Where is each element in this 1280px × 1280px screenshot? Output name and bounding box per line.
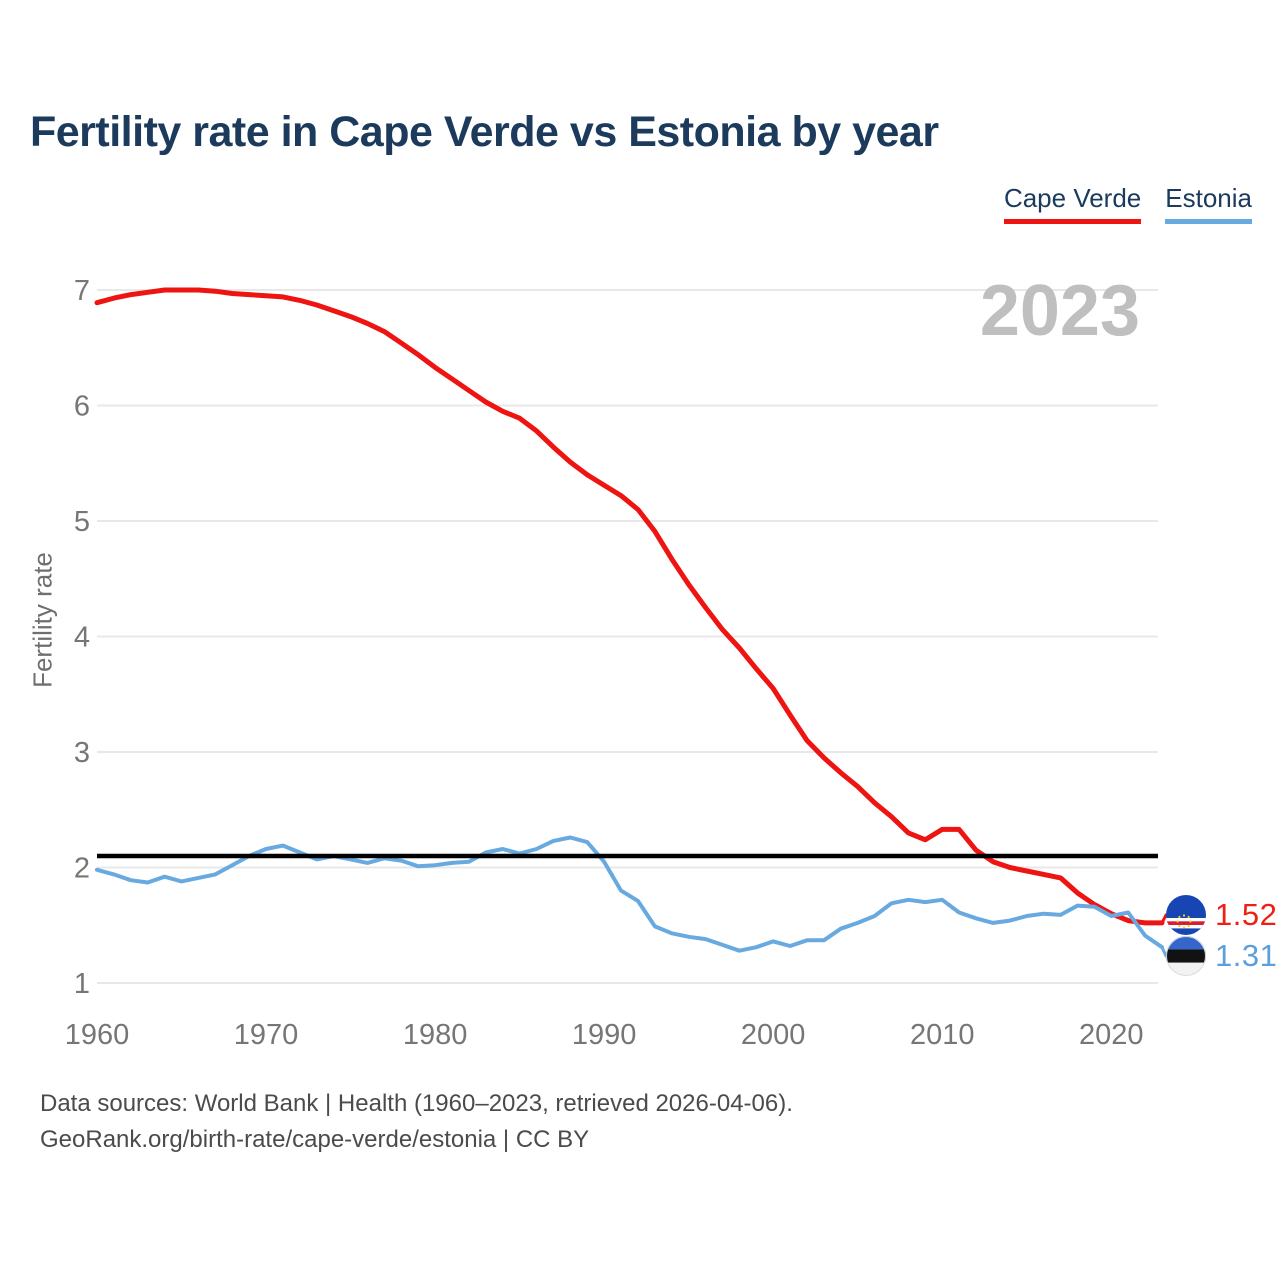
- y-tick-label: 2: [74, 853, 90, 885]
- x-tick-label: 1970: [234, 1019, 299, 1051]
- estonia-flag-icon: [1166, 936, 1206, 976]
- legend: Cape Verde Estonia: [1003, 183, 1252, 224]
- footer-sources-line: Data sources: World Bank | Health (1960–…: [40, 1090, 793, 1117]
- watermark-year: 2023: [979, 271, 1140, 351]
- x-tick-label: 1980: [403, 1019, 468, 1051]
- end-value-estonia: 1.31: [1215, 938, 1278, 973]
- y-tick-label: 1: [74, 968, 90, 1000]
- cape-verde-line: [94, 287, 1165, 926]
- footer-link-line: GeoRank.org/birth-rate/cape-verde/estoni…: [40, 1126, 590, 1153]
- x-tick-label: 1990: [572, 1019, 637, 1051]
- y-tick-label: 4: [74, 622, 90, 654]
- end-value-cape-verde: 1.52: [1215, 897, 1278, 932]
- estonia-line: [95, 835, 1164, 953]
- legend-item-cape-verde[interactable]: Cape Verde: [1003, 183, 1142, 224]
- x-tick-label: 1960: [65, 1019, 130, 1051]
- x-tick-label: 2010: [910, 1019, 975, 1051]
- page-title: Fertility rate in Cape Verde vs Estonia …: [30, 108, 939, 156]
- cape-verde-flag-icon: [1166, 895, 1206, 935]
- y-tick-label: 6: [74, 391, 90, 423]
- end-label-estonia: 1.31: [1166, 936, 1277, 976]
- y-tick-label: 3: [74, 737, 90, 769]
- y-tick-label: 5: [74, 506, 90, 538]
- x-tick-label: 2000: [741, 1019, 806, 1051]
- x-tick-label: 2020: [1079, 1019, 1144, 1051]
- legend-item-estonia[interactable]: Estonia: [1165, 183, 1252, 224]
- footer: Data sources: World Bank | Health (1960–…: [40, 1086, 793, 1158]
- end-label-cape-verde: 1.52: [1166, 895, 1277, 935]
- y-tick-label: 7: [74, 275, 90, 307]
